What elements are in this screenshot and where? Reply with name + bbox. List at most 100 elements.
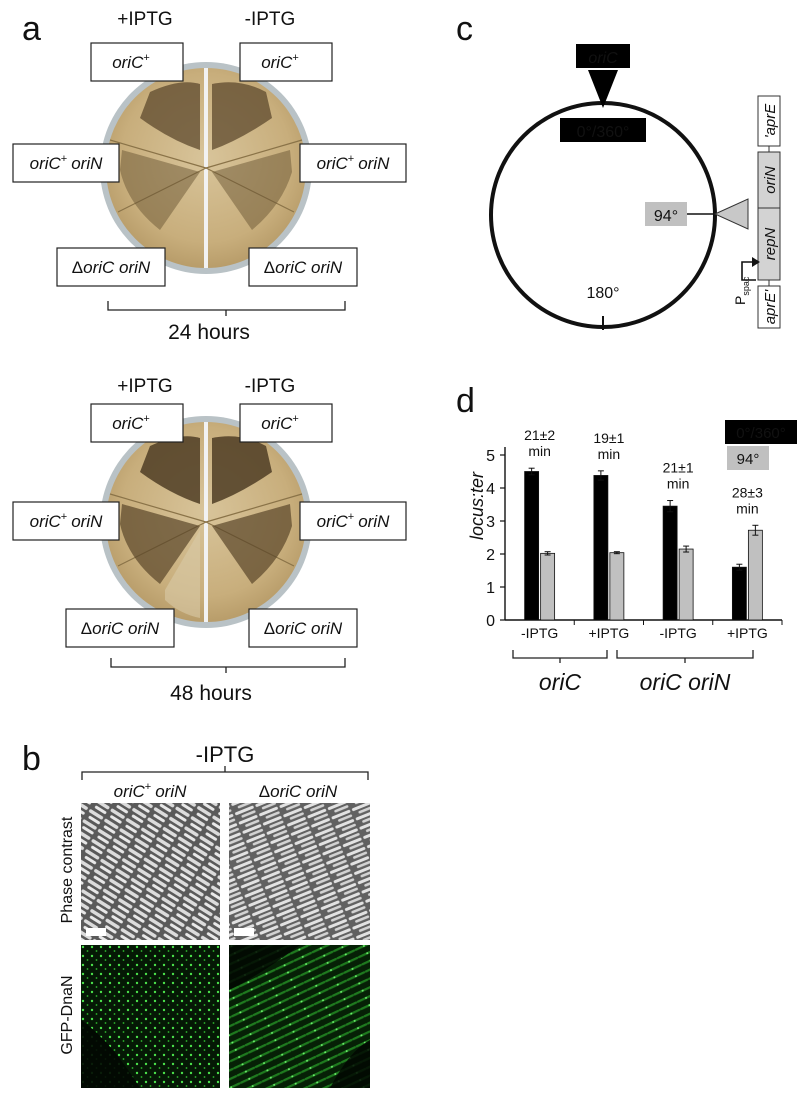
svg-text:oriC+oriN: oriC+ oriN — [317, 511, 391, 531]
svg-text:oriC+oriN: oriC+ oriN — [30, 511, 104, 531]
bar — [747, 529, 763, 621]
orin-cassette: 'aprE oriN repN aprE' Pspac — [732, 95, 781, 329]
condition-label-b: -IPTG — [196, 742, 255, 767]
time-annotation-unit: min — [528, 443, 551, 459]
position-180-label: 180° — [586, 285, 619, 302]
repn-gene-label: repN — [762, 228, 779, 261]
svg-text:ΔoriC oriN: ΔoriC oriN — [81, 619, 160, 638]
y-axis-label: locus:ter — [467, 471, 487, 540]
micrograph-phase-oric-orin — [81, 803, 220, 940]
condition-bracket — [81, 766, 369, 780]
growth-streak — [140, 436, 200, 504]
panel-letter-a: a — [22, 10, 41, 48]
chromosome-map: oriC 0°/360° 180° 94° 'aprE oriN repN ap… — [489, 44, 781, 330]
plate-group-48h: +IPTG -IPTG oriC+ oriC+ oriC+ oriN — [12, 376, 407, 705]
time-annotation: 19±1 — [593, 430, 624, 446]
bar — [731, 566, 747, 621]
svg-text:ΔoriC oriN: ΔoriC oriN — [264, 619, 343, 638]
growth-streak — [212, 504, 292, 584]
strain-box-oric-orin-left: oriC+ oriN — [12, 143, 120, 183]
legend-label-black: 0°/360° — [736, 425, 786, 442]
svg-text:oriC+: oriC+ — [261, 52, 299, 72]
strain-box-oric-plus-right: oriC+ — [239, 42, 333, 82]
position-0-box — [560, 118, 646, 142]
time-annotation-unit: min — [736, 500, 759, 516]
aprE-left-label: aprE' — [762, 289, 779, 325]
x-tick-label: +IPTG — [588, 625, 629, 641]
growth-streak — [212, 150, 292, 230]
scale-bar — [234, 928, 254, 936]
panel-letter-b: b — [22, 740, 41, 778]
petri-dish — [100, 416, 312, 628]
row-label-phase: Phase contrast — [59, 816, 76, 923]
time-annotation: 21±2 — [524, 427, 555, 443]
time-bracket — [107, 301, 346, 316]
y-tick-label: 3 — [486, 514, 495, 531]
orin-marker — [713, 198, 749, 230]
position-94-label: 94° — [654, 208, 678, 225]
bar — [662, 505, 678, 621]
bar — [609, 552, 625, 621]
strain-box-oric-plus-left: oriC+ — [90, 403, 184, 443]
micrograph-phase-deleted — [229, 803, 370, 940]
group-bracket-oric-orin — [616, 650, 754, 663]
micrograph-gfp-deleted — [229, 945, 370, 1088]
growth-streak — [120, 504, 200, 584]
svg-text:ΔoriC oriN: ΔoriC oriN — [72, 258, 151, 277]
group-bracket-oric — [512, 650, 608, 663]
strain-box-oric-plus-left: oriC+ — [90, 42, 184, 82]
time-annotation: 28±3 — [732, 484, 763, 500]
x-tick-label: -IPTG — [521, 625, 558, 641]
panel-letter-c: c — [456, 10, 473, 48]
growth-streak — [140, 82, 200, 150]
plate-group-24h: +IPTG -IPTG oriC+ oriC+ oriC+ oriN — [12, 9, 407, 344]
strain-box-deleted-right: ΔoriC oriN — [248, 247, 358, 287]
time-bracket — [110, 658, 346, 673]
strain-box-deleted-left: ΔoriC oriN — [65, 608, 175, 648]
oric-label: oriC — [588, 50, 618, 67]
legend-swatch-grey — [727, 446, 769, 470]
svg-text:oriC+: oriC+ — [261, 413, 299, 433]
time-annotation: 21±1 — [663, 460, 694, 476]
petri-dish — [100, 62, 312, 274]
scale-bar — [86, 928, 106, 936]
time-label-48h: 48 hours — [170, 682, 252, 705]
column-label-oric-orin: oriC+ oriN — [114, 781, 188, 801]
bar — [593, 475, 609, 621]
legend: 0°/360° 94° — [725, 420, 797, 470]
strain-box-oric-plus-right: oriC+ — [239, 403, 333, 443]
position-0-label: 0°/360° — [577, 124, 630, 141]
svg-text:ΔoriC oriN: ΔoriC oriN — [264, 258, 343, 277]
promoter-arrow — [741, 261, 756, 281]
y-tick-label: 5 — [486, 448, 495, 465]
panel-letter-d: d — [456, 382, 475, 420]
group-label-oric: oriC — [539, 669, 582, 695]
bar — [540, 552, 556, 621]
oric-label-box — [576, 44, 630, 68]
y-tick-label: 1 — [486, 580, 495, 597]
time-annotation-unit: min — [667, 476, 690, 492]
time-annotation-unit: min — [598, 446, 621, 462]
column-label-deleted: ΔoriC oriN — [259, 782, 338, 801]
aprE-right-label: 'aprE — [762, 103, 779, 139]
x-tick-label: +IPTG — [727, 625, 768, 641]
oric-marker — [588, 70, 618, 108]
condition-label-plus-iptg: +IPTG — [117, 9, 172, 30]
svg-text:oriC+: oriC+ — [112, 52, 150, 72]
svg-text:oriC+: oriC+ — [112, 413, 150, 433]
group-label-oric-orin: oriC oriN — [640, 669, 731, 695]
growth-streak — [212, 436, 272, 504]
condition-label-plus-iptg: +IPTG — [117, 376, 172, 397]
strain-box-oric-orin-left: oriC+ oriN — [12, 501, 120, 541]
y-tick-label: 2 — [486, 547, 495, 564]
y-tick-label: 0 — [486, 613, 495, 630]
x-tick-label: -IPTG — [659, 625, 696, 641]
row-label-gfp: GFP-DnaN — [59, 975, 76, 1054]
svg-text:oriC+oriN: oriC+ oriN — [317, 153, 391, 173]
bar — [678, 548, 694, 621]
growth-streak — [120, 150, 200, 230]
condition-label-minus-iptg: -IPTG — [245, 376, 296, 397]
condition-label-minus-iptg: -IPTG — [245, 9, 296, 30]
y-tick-label: 4 — [486, 481, 495, 498]
